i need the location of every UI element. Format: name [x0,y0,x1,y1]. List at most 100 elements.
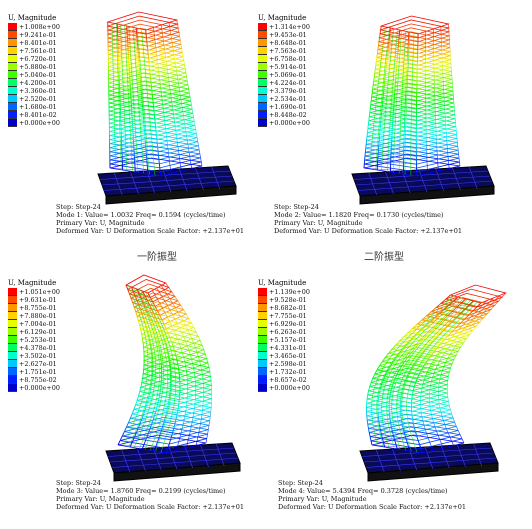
legend-tick-label: +3.502e-01 [19,352,57,360]
legend-tick-label: +6.720e-01 [19,55,57,63]
legend-ticks: +1.139e+00 +9.528e-01 +8.682e-01 +7.755e-01… [269,288,310,392]
legend-3: U, Magnitude +1.051e+00 +9.631e-01 +8.755e… [8,279,60,392]
caption-4: Step: Step-24 Mode 4: Value= 5.4394 Freq… [278,479,466,511]
legend-tick-label: +5.914e-01 [269,63,307,71]
caption-line: Step: Step-24 [56,479,101,487]
legend-swatch [258,111,267,119]
legend-tick-label: +8.755e-02 [19,376,57,384]
caption-line: Mode 1: Value= 1.0032 Freq= 0.1594 (cycl… [56,211,226,219]
legend-tick-label: +7.563e-01 [269,47,307,55]
legend-swatch [8,368,17,376]
legend-swatch [8,384,17,392]
legend-tick-label: +9.528e-01 [269,296,307,304]
legend-swatch [258,103,267,111]
caption-line: Primary Var: U, Magnitude [56,219,145,227]
legend-tick-label: +3.360e-01 [19,87,57,95]
legend-title: U, Magnitude [8,279,57,287]
legend-swatch [258,95,267,103]
legend-swatch [8,119,17,127]
caption-1: Step: Step-24 Mode 1: Value= 1.0032 Freq… [56,203,244,235]
legend-tick-label: +7.004e-01 [19,320,57,328]
legend-swatch [8,31,17,39]
legend-swatch [8,336,17,344]
legend-tick-label: +5.880e-01 [19,63,57,71]
legend-swatch [8,320,17,328]
legend-swatch [8,95,17,103]
legend-swatch [258,312,267,320]
legend-swatch [258,288,267,296]
legend-swatch [258,368,267,376]
caption-3: Step: Step-24 Mode 3: Value= 1.8760 Freq… [56,479,244,511]
legend-tick-label: +7.755e-01 [269,312,307,320]
legend-tick-label: +7.561e-01 [19,47,57,55]
deformed-model-4 [359,284,507,482]
caption-line: Mode 4: Value= 5.4394 Freq= 0.3728 (cycl… [278,487,448,495]
tower-wireframe [351,15,495,205]
legend-swatch [258,47,267,55]
legend-swatch [258,31,267,39]
legend-swatch [258,63,267,71]
caption-2: Step: Step-24 Mode 2: Value= 1.1820 Freq… [274,203,462,235]
caption-line: Deformed Var: U Deformation Scale Factor… [56,227,245,235]
legend-swatch [258,376,267,384]
legend-swatch [8,103,17,111]
legend-tick-label: +5.069e-01 [269,71,307,79]
panel-mode-4: U, Magnitude +1.139e+00 +9.528e-01 +8.682e… [258,265,532,529]
legend-swatch [8,23,17,31]
legend-swatch [258,336,267,344]
tower-wireframe [359,284,507,482]
legend-tick-label: +6.129e-01 [19,328,57,336]
legend-tick-label: +8.657e-02 [269,376,307,384]
legend-title: U, Magnitude [258,14,307,22]
caption-line: Step: Step-24 [56,203,101,211]
legend-swatch [8,288,17,296]
legend-swatch [258,328,267,336]
legend-tick-label: +9.631e-01 [19,296,57,304]
legend-swatch [258,296,267,304]
tower-wireframe [97,11,237,205]
legend-tick-label: +3.465e-01 [269,352,307,360]
legend-swatch [258,71,267,79]
legend-tick-label: +0.000e+00 [19,119,60,127]
caption-line: Step: Step-24 [274,203,319,211]
legend-tick-label: +6.263e-01 [269,328,307,336]
legend-swatch [258,360,267,368]
legend-swatch [8,360,17,368]
legend-tick-label: +1.139e+00 [269,288,310,296]
legend-tick-label: +1.314e+00 [269,23,310,31]
legend-swatch [8,304,17,312]
legend-swatch [8,87,17,95]
caption-line: Mode 3: Value= 1.8760 Freq= 0.2199 (cycl… [56,487,226,495]
legend-swatch [8,111,17,119]
caption-line: Deformed Var: U Deformation Scale Factor… [56,503,245,511]
legend-title: U, Magnitude [8,14,57,22]
legend-swatch [258,55,267,63]
mode-2-label: 二阶振型 [364,252,404,263]
legend-2: U, Magnitude +1.314e+00 +9.453e-01 +8.648e… [258,14,310,127]
legend-swatch [8,328,17,336]
legend-tick-label: +6.929e-01 [269,320,307,328]
deformed-model-2 [351,15,495,205]
legend-ticks: +1.008e+00 +9.241e-01 +8.401e-01 +7.561e-01… [19,23,60,127]
legend-tick-label: +5.040e-01 [19,71,57,79]
legend-tick-label: +5.157e-01 [269,336,307,344]
legend-tick-label: +9.453e-01 [269,31,307,39]
legend-tick-label: +4.200e-01 [19,79,57,87]
legend-swatch [258,384,267,392]
legend-tick-label: +2.598e-01 [269,360,307,368]
legend-tick-label: +9.241e-01 [19,31,57,39]
panel-mode-1: U, Magnitude +1.008e+00 +9.241e-01 +8.401e… [0,0,266,264]
caption-line: Primary Var: U, Magnitude [56,495,145,503]
legend-tick-label: +8.401e-01 [19,39,57,47]
caption-line: Primary Var: U, Magnitude [274,219,363,227]
legend-tick-label: +2.520e-01 [19,95,57,103]
legend-tick-label: +5.253e-01 [19,336,57,344]
legend-tick-label: +0.000e+00 [19,384,60,392]
legend-tick-label: +8.682e-01 [269,304,307,312]
legend-tick-label: +2.534e-01 [269,95,307,103]
panel-mode-3: U, Magnitude +1.051e+00 +9.631e-01 +8.755e… [0,265,266,529]
caption-line: Step: Step-24 [278,479,323,487]
legend-swatch [258,320,267,328]
deformed-model-1 [97,11,237,205]
